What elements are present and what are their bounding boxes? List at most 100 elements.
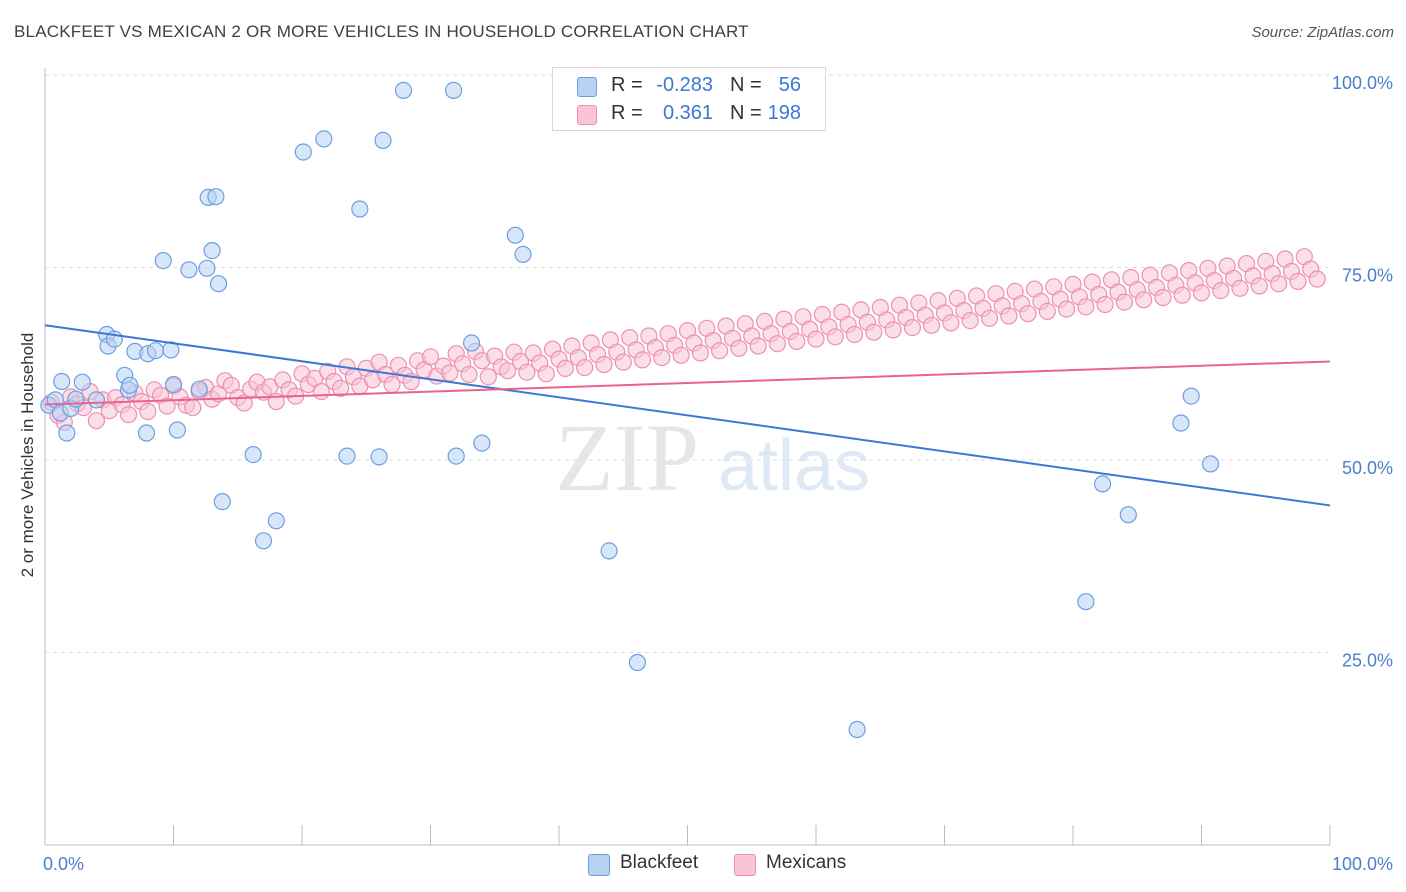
data-point xyxy=(514,245,532,263)
data-point xyxy=(158,397,176,415)
data-point xyxy=(1201,455,1220,473)
data-point xyxy=(209,275,228,293)
data-point xyxy=(1182,387,1200,405)
data-point xyxy=(254,532,273,550)
data-point xyxy=(600,542,618,560)
data-point xyxy=(1093,475,1112,493)
data-point xyxy=(865,323,883,341)
data-point xyxy=(1173,286,1191,304)
source-label: Source: ZipAtlas.com xyxy=(1251,24,1394,41)
data-point xyxy=(53,372,71,391)
r-value: 0.361 xyxy=(662,102,713,124)
data-point xyxy=(942,314,960,332)
data-point xyxy=(184,399,202,417)
y-tick-label: 25.0% xyxy=(1342,651,1393,671)
mexicans-trend-line xyxy=(44,360,1331,406)
data-point xyxy=(460,365,478,384)
n-value: 56 xyxy=(778,74,801,96)
data-point xyxy=(961,312,979,330)
data-point xyxy=(537,365,555,383)
data-point xyxy=(121,376,139,394)
data-point xyxy=(1115,293,1134,311)
data-point xyxy=(190,380,208,398)
r-value: -0.283 xyxy=(656,74,713,96)
data-point xyxy=(980,309,999,327)
data-point xyxy=(203,242,221,260)
data-point xyxy=(294,143,312,161)
watermark-atlas: atlas xyxy=(718,426,870,506)
data-point xyxy=(1269,275,1288,293)
data-point xyxy=(653,349,671,367)
data-point xyxy=(1119,506,1137,524)
data-point xyxy=(87,391,106,409)
data-point xyxy=(370,448,388,466)
data-point xyxy=(884,321,902,339)
n-label: N = xyxy=(730,74,762,96)
legend-row-mexicans: R = 0.361 N = 198 xyxy=(553,99,825,129)
data-point xyxy=(749,337,767,355)
data-point xyxy=(1077,593,1095,611)
data-point xyxy=(845,325,864,344)
y-tick-label: 50.0% xyxy=(1342,458,1393,478)
data-point xyxy=(628,653,647,672)
data-point xyxy=(1096,295,1114,314)
data-point xyxy=(614,353,632,371)
data-point xyxy=(1289,272,1307,290)
data-point xyxy=(1077,298,1095,316)
data-point xyxy=(903,319,922,337)
data-point xyxy=(394,81,413,100)
data-point xyxy=(67,390,85,408)
data-point xyxy=(506,226,524,244)
mexicans-legend-swatch xyxy=(734,854,756,876)
data-point xyxy=(1154,288,1172,307)
data-point xyxy=(633,351,652,369)
data-point xyxy=(691,344,710,362)
data-point xyxy=(768,335,787,353)
data-point xyxy=(518,363,536,381)
data-point xyxy=(473,434,491,452)
data-point xyxy=(180,261,198,279)
data-point xyxy=(267,512,285,530)
data-point xyxy=(119,406,138,424)
gridlines xyxy=(45,74,1330,653)
legend-row-blackfeet: R = -0.283 N = 56 xyxy=(553,71,825,101)
tick-labels: 25.0% 50.0% 75.0% 100.0% 0.0% 100.0% xyxy=(43,73,1393,874)
y-tick-label: 100.0% xyxy=(1332,73,1393,93)
data-point xyxy=(1000,307,1018,325)
data-point xyxy=(441,364,459,382)
x-tick-label: 0.0% xyxy=(43,854,84,874)
legend-label: Blackfeet xyxy=(620,852,699,873)
data-point xyxy=(1019,305,1037,323)
data-point xyxy=(1172,414,1190,432)
blackfeet-swatch xyxy=(577,77,597,97)
data-point xyxy=(168,421,186,439)
n-label: N = xyxy=(730,102,762,124)
data-point xyxy=(807,330,825,348)
data-point xyxy=(1231,279,1249,297)
data-point xyxy=(826,328,844,346)
data-point xyxy=(922,316,941,334)
data-point xyxy=(595,355,613,374)
axes xyxy=(44,68,1331,846)
watermark: ZIP atlas xyxy=(555,404,870,511)
mexicans-swatch xyxy=(577,105,597,125)
data-point xyxy=(164,375,183,394)
data-point xyxy=(1250,277,1268,295)
data-point xyxy=(58,424,76,442)
blackfeet-points xyxy=(40,81,1220,739)
data-point xyxy=(576,359,594,377)
data-point xyxy=(672,346,690,364)
correlation-legend: R = -0.283 N = 56 R = 0.361 N = 198 xyxy=(552,67,826,131)
data-point xyxy=(146,342,165,360)
r-label: R = xyxy=(611,102,643,124)
data-point xyxy=(374,131,392,149)
blackfeet-trend-line xyxy=(44,324,1331,507)
watermark-zip: ZIP xyxy=(555,404,699,511)
data-point xyxy=(332,379,350,397)
data-point xyxy=(1135,291,1153,309)
data-point xyxy=(198,259,216,277)
mexicans-points xyxy=(42,248,1326,431)
data-point xyxy=(421,348,440,366)
chart-title: BLACKFEET VS MEXICAN 2 OR MORE VEHICLES … xyxy=(14,22,749,41)
n-value: 198 xyxy=(767,102,801,124)
